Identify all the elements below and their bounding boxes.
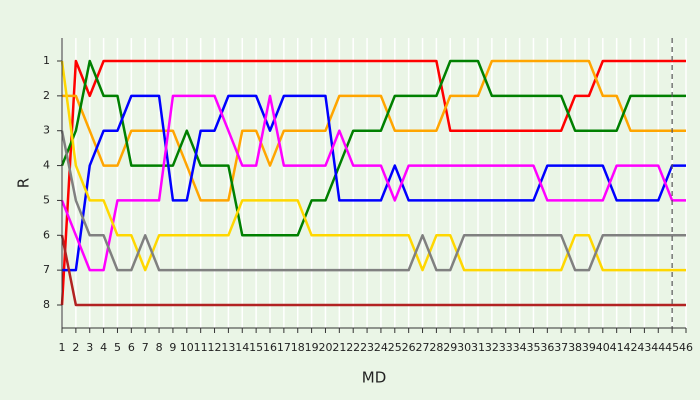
x-tick-label: 15 xyxy=(249,341,263,354)
x-tick-label: 14 xyxy=(235,341,249,354)
x-tick-label: 29 xyxy=(443,341,457,354)
x-tick-label: 9 xyxy=(169,341,176,354)
x-tick-label: 34 xyxy=(513,341,527,354)
x-tick-label: 45 xyxy=(665,341,679,354)
y-tick-label: 4 xyxy=(43,159,50,172)
x-tick-label: 18 xyxy=(291,341,305,354)
x-tick-label: 19 xyxy=(305,341,319,354)
x-tick-label: 36 xyxy=(540,341,554,354)
plot-area xyxy=(62,38,686,328)
y-axis-title: R xyxy=(15,178,33,188)
x-tick-label: 1 xyxy=(59,341,66,354)
y-tick-label: 1 xyxy=(43,54,50,67)
x-axis-title: MD xyxy=(362,369,387,387)
x-tick-label: 20 xyxy=(318,341,332,354)
series-line xyxy=(60,94,686,272)
series-line xyxy=(60,59,686,237)
x-tick-label: 35 xyxy=(526,341,540,354)
y-tick-label: 2 xyxy=(43,89,50,102)
x-tick-label: 25 xyxy=(388,341,402,354)
y-tick-label: 3 xyxy=(43,124,50,137)
x-tick-label: 6 xyxy=(128,341,135,354)
x-tick-label: 37 xyxy=(554,341,568,354)
series-line xyxy=(60,235,686,307)
x-tick-label: 16 xyxy=(263,341,277,354)
x-tick-label: 43 xyxy=(637,341,651,354)
y-tick-label: 8 xyxy=(43,298,50,311)
x-tick-label: 23 xyxy=(360,341,374,354)
series-line xyxy=(60,60,686,272)
y-tick-label: 6 xyxy=(43,228,50,241)
x-tick-label: 17 xyxy=(277,341,291,354)
x-tick-label: 27 xyxy=(416,341,430,354)
x-tick-label: 21 xyxy=(332,341,346,354)
x-tick-label: 12 xyxy=(208,341,222,354)
series-line xyxy=(62,59,686,202)
x-tick-label: 32 xyxy=(485,341,499,354)
x-tick-label: 5 xyxy=(114,341,121,354)
series-line xyxy=(60,59,686,306)
x-tick-label: 2 xyxy=(72,341,79,354)
x-tick-label: 4 xyxy=(100,341,107,354)
x-tick-label: 38 xyxy=(568,341,582,354)
x-tick-label: 40 xyxy=(596,341,610,354)
x-tick-label: 10 xyxy=(180,341,194,354)
series-line xyxy=(60,130,686,272)
x-tick-label: 44 xyxy=(651,341,665,354)
x-tick-label: 39 xyxy=(582,341,596,354)
x-tick-label: 28 xyxy=(429,341,443,354)
x-tick-label: 42 xyxy=(624,341,638,354)
x-tick-label: 3 xyxy=(86,341,93,354)
y-tick-label: 5 xyxy=(43,193,50,206)
x-tick-label: 22 xyxy=(346,341,360,354)
x-tick-label: 8 xyxy=(156,341,163,354)
x-tick-label: 24 xyxy=(374,341,388,354)
x-tick-label: 11 xyxy=(194,341,208,354)
x-tick-label: 30 xyxy=(457,341,471,354)
x-tick-label: 46 xyxy=(679,341,693,354)
x-tick-label: 33 xyxy=(499,341,513,354)
x-tick-label: 31 xyxy=(471,341,485,354)
y-tick-label: 7 xyxy=(43,263,50,276)
x-tick-label: 7 xyxy=(142,341,149,354)
x-tick-label: 26 xyxy=(402,341,416,354)
x-tick-label: 41 xyxy=(610,341,624,354)
x-tick-label: 13 xyxy=(221,341,235,354)
